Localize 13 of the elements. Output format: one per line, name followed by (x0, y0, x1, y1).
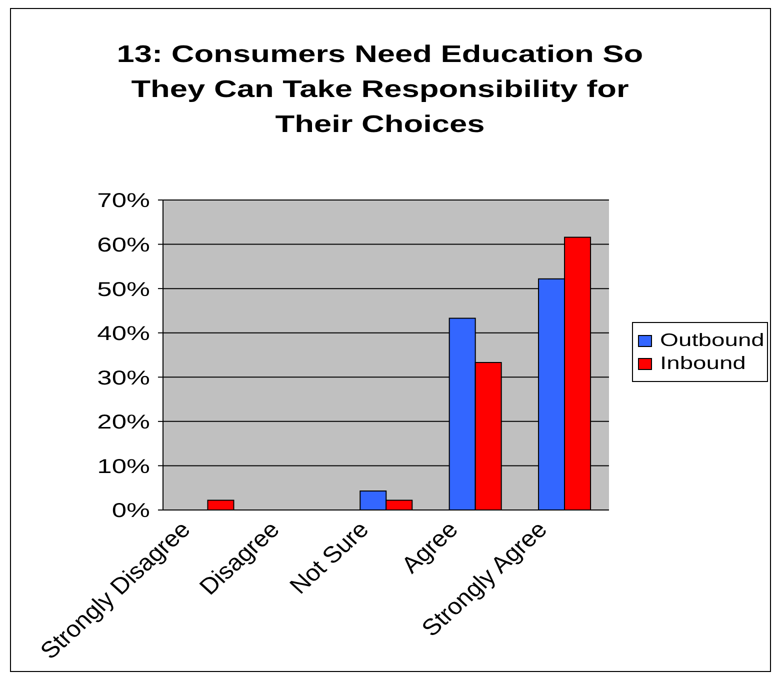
y-tick-label: 70% (97, 189, 150, 212)
y-tick-label: 0% (112, 499, 150, 522)
y-tick-label: 40% (97, 322, 150, 344)
legend-label: Outbound (660, 330, 764, 351)
bar (207, 500, 234, 510)
legend-label: Inbound (660, 353, 746, 374)
x-tick-label: Not Sure (284, 516, 374, 600)
chart-title: 13: Consumers Need Education So They Can Take Responsibility for Their Choices (116, 40, 644, 140)
y-tick-label: 60% (97, 234, 150, 256)
y-tick-label: 30% (97, 366, 150, 389)
y-tick-label: 20% (97, 410, 150, 433)
y-tick-label: 50% (97, 278, 150, 300)
y-tick-label: 10% (97, 454, 150, 478)
